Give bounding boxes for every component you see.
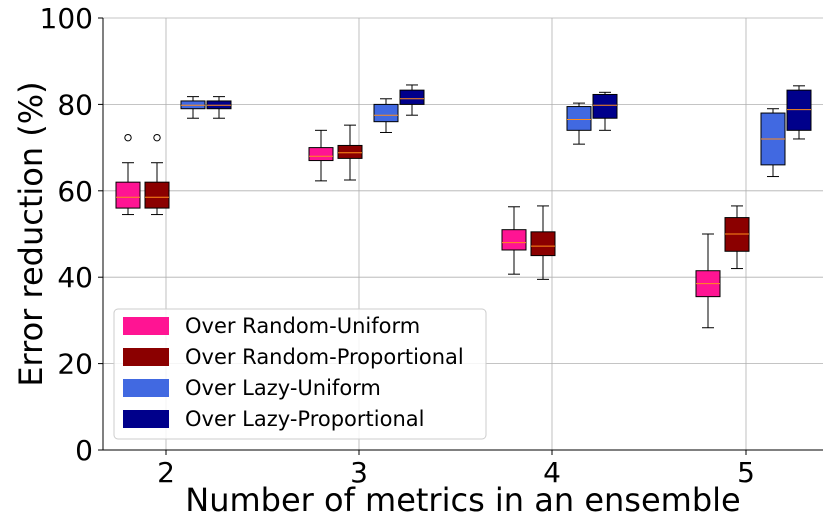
legend-entry-label: Over Lazy-Proportional [185, 407, 424, 431]
box-plot-series [115, 84, 812, 329]
legend-swatch [123, 410, 169, 428]
box [399, 89, 425, 105]
x-tick-label: 5 [737, 456, 755, 489]
legend-entry-label: Over Random-Uniform [185, 314, 420, 338]
x-tick-label: 2 [157, 456, 175, 489]
box [144, 181, 170, 209]
box [501, 229, 527, 251]
series-over-random-proportional [144, 124, 750, 280]
y-tick-label: 20 [57, 348, 93, 381]
legend-swatch [123, 317, 169, 335]
legend: Over Random-Uniform Over Random-Proportio… [113, 308, 487, 440]
box [530, 231, 556, 257]
box [592, 93, 618, 119]
box [786, 89, 812, 131]
series-over-lazy-proportional [206, 84, 812, 140]
x-axis-label: Number of metrics in an ensemble [185, 481, 740, 519]
legend-frame [113, 308, 487, 440]
box [308, 147, 334, 162]
legend-swatch [123, 379, 169, 397]
y-axis-label: Error reduction (%) [12, 81, 50, 386]
series-over-lazy-uniform [180, 96, 786, 178]
legend-swatch [123, 348, 169, 366]
x-tick-label: 4 [543, 456, 561, 489]
series-over-random-uniform [115, 129, 721, 329]
axes [102, 18, 823, 451]
box [115, 181, 141, 209]
tick-labels: 0 20 40 60 80 100 2 3 4 5 [40, 2, 755, 489]
y-tick-label: 100 [40, 2, 93, 35]
box [566, 106, 592, 131]
x-tick-label: 3 [350, 456, 368, 489]
y-tick-label: 0 [75, 434, 93, 467]
legend-entry-label: Over Lazy-Uniform [185, 376, 381, 400]
outlier-point [153, 133, 161, 142]
y-tick-label: 80 [57, 88, 93, 121]
outlier-point [124, 133, 132, 142]
legend-entry-label: Over Random-Proportional [185, 345, 464, 369]
y-tick-label: 40 [57, 261, 93, 294]
box [337, 144, 363, 159]
box [373, 103, 399, 123]
y-tick-label: 60 [57, 175, 93, 208]
